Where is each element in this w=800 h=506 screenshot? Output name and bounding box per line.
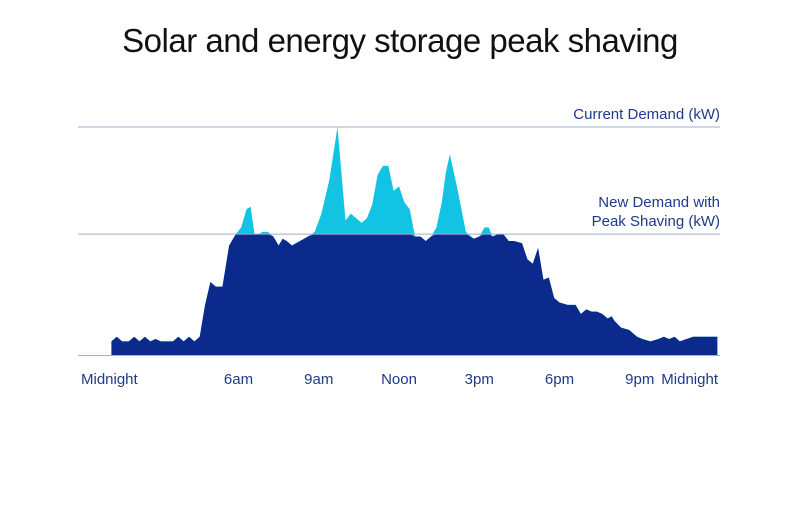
x-tick-label: Midnight bbox=[81, 371, 139, 388]
x-tick-label: 9pm bbox=[625, 371, 654, 388]
x-axis-ticks: Midnight 6am 9am Noon 3pm 6pm 9pm Midnight bbox=[81, 371, 719, 388]
x-tick-label: 9am bbox=[304, 371, 333, 388]
new-demand-label-2: Peak Shaving (kW) bbox=[592, 213, 720, 230]
chart-title: Solar and energy storage peak shaving bbox=[122, 22, 678, 59]
new-demand-label-1: New Demand with bbox=[598, 194, 720, 211]
x-tick-label: 6pm bbox=[545, 371, 574, 388]
current-demand-label: Current Demand (kW) bbox=[573, 106, 720, 123]
demand-layer bbox=[111, 234, 718, 355]
reference-lines: Current Demand (kW) New Demand with Peak S… bbox=[78, 106, 720, 235]
demand-area bbox=[111, 234, 718, 355]
x-tick-label: 6am bbox=[224, 371, 253, 388]
x-tick-label: Midnight bbox=[661, 371, 719, 388]
x-tick-label: Noon bbox=[381, 371, 417, 388]
x-tick-label: 3pm bbox=[465, 371, 494, 388]
